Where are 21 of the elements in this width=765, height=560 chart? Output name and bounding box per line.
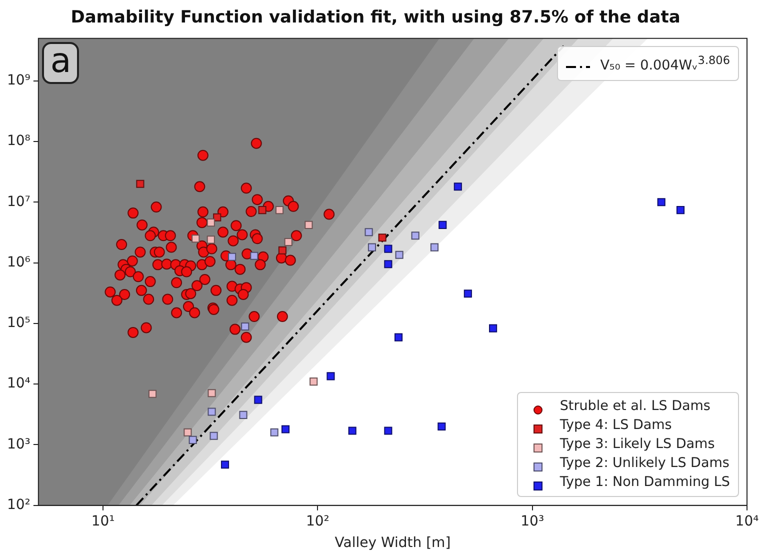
legend-label: Type 3: Likely LS Dams: [560, 435, 715, 454]
y-tick-label: 10⁹: [6, 72, 31, 88]
x-tick-label: 10³: [520, 513, 544, 530]
chart-title: Damability Function validation fit, with using 87.5% of the data: [70, 8, 680, 28]
x-axis-title: Valley Width [m]: [334, 535, 451, 552]
y-tick-label: 10⁴: [6, 376, 31, 392]
y-tick-label: 10⁸: [6, 133, 31, 150]
legend-label: V₅₀ = 0.004Wᵥ$^{3.806}$: [600, 53, 730, 76]
annotation: a: [42, 41, 80, 84]
x-tick-label: 10²: [306, 513, 330, 530]
legend-label: Type 2: Unlikely LS Dams: [560, 454, 730, 474]
y-tick-label: 10³: [6, 436, 30, 452]
legend-label: Type 1: Non Damming LS: [560, 473, 730, 492]
x-tick-label: 10⁴: [735, 513, 760, 530]
y-tick-label: 10²: [6, 497, 30, 514]
y-tick-label: 10⁷: [6, 194, 30, 210]
legend-label: Type 4: LS Dams: [560, 416, 672, 436]
y-tick-label: 10⁵: [6, 315, 30, 332]
y-tick-label: 10⁶: [6, 254, 31, 270]
x-tick-label: 10¹: [91, 513, 115, 530]
legend-label: Struble et al. LS Dams: [560, 397, 710, 416]
